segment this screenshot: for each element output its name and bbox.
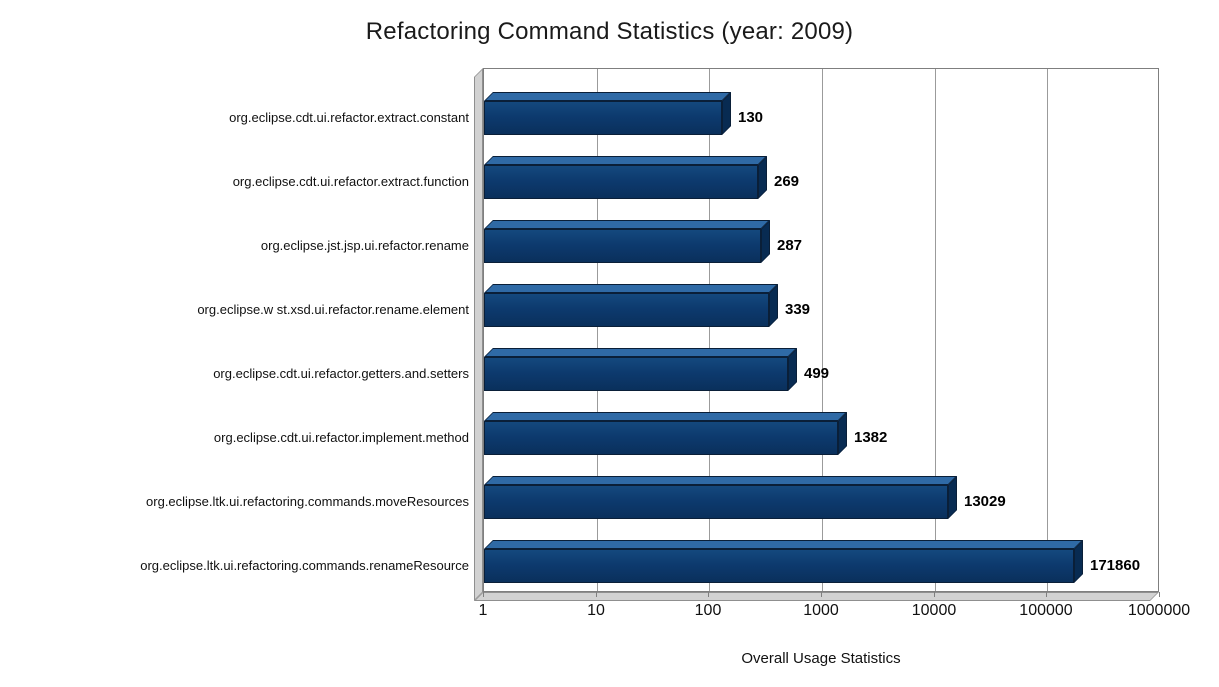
- x-axis-tickmarks: [483, 592, 1160, 598]
- gridline: [1047, 69, 1048, 591]
- x-axis-title: Overall Usage Statistics: [741, 650, 901, 667]
- bar-front-face: [484, 357, 788, 391]
- bar-top-face: [484, 92, 731, 101]
- category-label: org.eclipse.cdt.ui.refactor.implement.me…: [213, 429, 469, 445]
- x-tick-label: 10000: [911, 602, 957, 619]
- bar-front-face: [484, 229, 761, 263]
- gridline: [597, 69, 598, 591]
- bar-end-face: [788, 348, 797, 391]
- x-tickmark: [483, 592, 484, 597]
- bar-value-label: 499: [804, 365, 830, 382]
- x-tick-label: 1000000: [1127, 602, 1191, 619]
- bar-value-label: 339: [785, 301, 811, 318]
- gridline: [709, 69, 710, 591]
- category-label: org.eclipse.jst.jsp.ui.refactor.rename: [260, 237, 469, 253]
- category-label: org.eclipse.ltk.ui.refactoring.commands.…: [140, 557, 469, 573]
- category-label: org.eclipse.cdt.ui.refactor.extract.func…: [232, 173, 469, 189]
- bar: 287: [484, 220, 802, 263]
- bar-top-face: [484, 220, 770, 229]
- category-label: org.eclipse.cdt.ui.refactor.getters.and.…: [213, 365, 469, 381]
- bar-front-face: [484, 165, 758, 199]
- bar: 13029: [484, 476, 1006, 519]
- bar-top-face: [484, 284, 778, 293]
- bar-front-face: [484, 421, 838, 455]
- category-axis-labels: org.eclipse.cdt.ui.refactor.extract.cons…: [0, 68, 477, 592]
- bar-front-face: [484, 485, 948, 519]
- bar-value-label: 171860: [1090, 557, 1141, 574]
- bar-top-face: [484, 476, 957, 485]
- bar-front-face: [484, 101, 722, 135]
- bar: 339: [484, 284, 810, 327]
- bar-end-face: [761, 220, 770, 263]
- x-tickmark: [1159, 592, 1160, 597]
- bar-value-label: 287: [777, 237, 803, 254]
- bar-end-face: [1074, 540, 1083, 583]
- x-tickmark: [821, 592, 822, 597]
- bar: 130: [484, 92, 763, 135]
- bar-top-face: [484, 156, 767, 165]
- x-axis-tick-labels: 1 10 100 1000 10000 100000 1000000: [479, 602, 1191, 626]
- bar-value-label: 1382: [854, 429, 888, 446]
- plot-area: 130 269 287 339 499 1382 13029 171860: [483, 68, 1159, 592]
- gridline: [935, 69, 936, 591]
- category-label: org.eclipse.w st.xsd.ui.refactor.rename.…: [197, 301, 469, 317]
- x-tickmark: [596, 592, 597, 597]
- bar-end-face: [722, 92, 731, 135]
- bar-series: 130 269 287 339 499 1382 13029 171860: [484, 69, 1158, 591]
- bar: 269: [484, 156, 799, 199]
- bar-front-face: [484, 549, 1074, 583]
- x-tick-label: 100: [694, 602, 722, 619]
- x-tick-label: 1: [478, 602, 488, 619]
- bar-end-face: [948, 476, 957, 519]
- bar: 1382: [484, 412, 887, 455]
- category-label: org.eclipse.cdt.ui.refactor.extract.cons…: [229, 109, 469, 125]
- bar-end-face: [769, 284, 778, 327]
- bar-top-face: [484, 348, 797, 357]
- bar-value-label: 13029: [964, 493, 1006, 510]
- category-label: org.eclipse.ltk.ui.refactoring.commands.…: [146, 493, 469, 509]
- gridline: [822, 69, 823, 591]
- x-tickmark: [934, 592, 935, 597]
- bar-front-face: [484, 293, 769, 327]
- x-tickmark: [708, 592, 709, 597]
- bar-end-face: [838, 412, 847, 455]
- x-tick-label: 1000: [803, 602, 839, 619]
- x-tick-label: 10: [587, 602, 605, 619]
- x-tickmark: [1046, 592, 1047, 597]
- bar-value-label: 130: [738, 109, 764, 126]
- bar-top-face: [484, 540, 1083, 549]
- chart-title: Refactoring Command Statistics (year: 20…: [365, 18, 854, 45]
- bar: 171860: [484, 540, 1140, 583]
- x-tick-label: 100000: [1019, 602, 1073, 619]
- bar-end-face: [758, 156, 767, 199]
- bar-value-label: 269: [774, 173, 800, 190]
- bar-top-face: [484, 412, 847, 421]
- bar: 499: [484, 348, 829, 391]
